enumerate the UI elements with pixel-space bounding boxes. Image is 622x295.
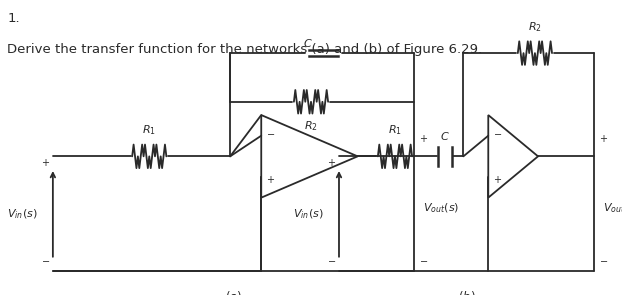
Text: $C$: $C$ [440, 130, 450, 142]
Text: $+$: $+$ [493, 174, 503, 185]
Text: $+$: $+$ [599, 133, 608, 144]
Text: Derive the transfer function for the networks (a) and (b) of Figure 6.29.: Derive the transfer function for the net… [7, 43, 483, 56]
Text: $-$: $-$ [419, 255, 428, 265]
Text: $R_1$: $R_1$ [388, 123, 402, 137]
Text: $+$: $+$ [40, 157, 50, 168]
Text: $-$: $-$ [266, 128, 276, 138]
Text: $+$: $+$ [419, 133, 428, 144]
Text: $-$: $-$ [493, 128, 503, 138]
Text: $V_{out}(s)$: $V_{out}(s)$ [423, 201, 459, 215]
Text: $R_1$: $R_1$ [142, 123, 156, 137]
Text: $-$: $-$ [40, 255, 50, 265]
Text: $C$: $C$ [303, 37, 313, 49]
Text: $-$: $-$ [327, 255, 336, 265]
Text: $R_2$: $R_2$ [528, 20, 542, 34]
Text: $V_{out}(s)$: $V_{out}(s)$ [603, 201, 622, 215]
Text: $(b)$: $(b)$ [458, 289, 475, 295]
Text: $+$: $+$ [327, 157, 336, 168]
Text: $V_{in}(s)$: $V_{in}(s)$ [293, 207, 323, 221]
Text: $(a)$: $(a)$ [225, 289, 242, 295]
Text: $-$: $-$ [599, 255, 608, 265]
Text: $V_{in}(s)$: $V_{in}(s)$ [7, 207, 37, 221]
Text: $R_2$: $R_2$ [304, 119, 318, 133]
Text: 1.: 1. [7, 12, 20, 25]
Text: $+$: $+$ [266, 174, 276, 185]
